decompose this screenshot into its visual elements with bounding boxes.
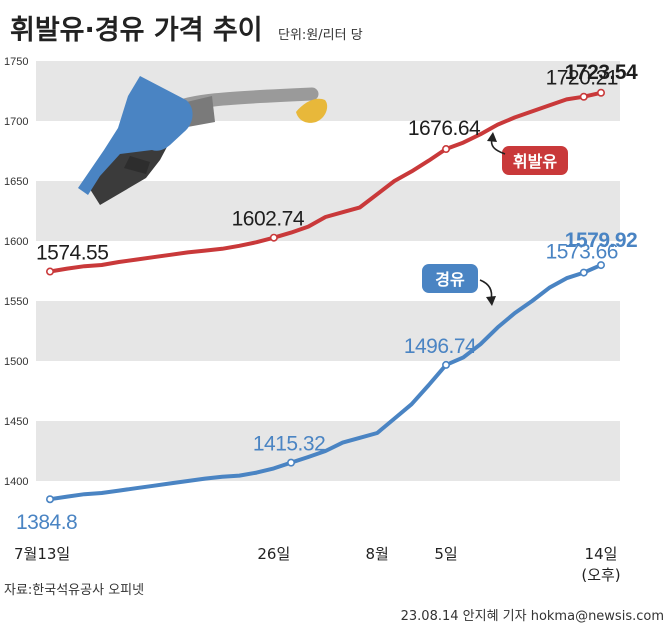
legend-gasoline-badge <box>502 146 568 175</box>
gasoline-data-label: 1602.74 <box>232 208 305 231</box>
series-markers <box>45 88 605 504</box>
gasoline-line <box>48 90 603 274</box>
gasoline-data-label: 1723.54 <box>565 61 638 84</box>
y-tick-label: 1400 <box>4 476 28 488</box>
x-tick-label: 5일 <box>434 545 457 563</box>
gasoline-data-label: 1574.55 <box>36 242 108 265</box>
y-tick-label: 1650 <box>4 176 28 188</box>
gasoline-point <box>579 92 588 101</box>
gasoline-data-label: 1676.64 <box>408 117 481 140</box>
legend-gasoline: 휘발유 <box>487 132 568 175</box>
diesel-data-label: 1384.8 <box>16 511 77 534</box>
chart-title: 휘발유·경유 가격 추이 <box>10 15 263 46</box>
diesel-point <box>45 495 54 504</box>
diesel-line <box>48 263 603 502</box>
x-tick-label: 7월13일 <box>14 545 70 563</box>
x-tick-label: 14일 <box>585 545 618 563</box>
nozzle-body-icon <box>78 76 193 195</box>
gasoline-point <box>45 267 54 276</box>
diesel-point <box>287 458 296 467</box>
source-text: 자료:한국석유공사 오피넷 <box>4 583 144 598</box>
gasoline-point <box>269 233 278 242</box>
legend-diesel: 경유 <box>422 264 496 306</box>
chart-unit: 단위:원/리터 당 <box>278 28 363 43</box>
diesel-data-label: 1579.92 <box>565 229 637 252</box>
gasoline-data-label: 1720.21 <box>546 67 618 90</box>
diesel-data-label: 1415.32 <box>253 433 325 456</box>
diesel-point <box>442 360 451 369</box>
fuel-drop-icon <box>296 98 328 123</box>
fuel-pump-icon <box>78 76 328 205</box>
series-lines <box>48 90 603 502</box>
x-tick-label: 26일 <box>257 545 290 563</box>
legend-diesel-label: 경유 <box>435 270 465 289</box>
legend-diesel-badge <box>422 264 478 293</box>
y-tick-label: 1600 <box>4 236 28 248</box>
legend-gasoline-label: 휘발유 <box>513 152 557 171</box>
diesel-data-label: 1496.74 <box>404 335 477 358</box>
legend-diesel-arrowhead-icon <box>486 296 496 306</box>
x-axis: 7월13일 26일 8월 5일 14일 (오후) <box>14 545 621 584</box>
diesel-point <box>596 261 605 270</box>
y-tick-label: 1500 <box>4 356 28 368</box>
y-tick-label: 1700 <box>4 116 28 128</box>
x-tick-label: (오후) <box>581 566 620 584</box>
x-tick-label: 8월 <box>365 545 388 563</box>
y-tick-label: 1450 <box>4 416 28 428</box>
diesel-data-label: 1573.66 <box>546 241 618 264</box>
gasoline-point <box>596 88 605 97</box>
grid-band <box>36 181 620 241</box>
y-tick-label: 1550 <box>4 296 28 308</box>
trigger-icon <box>124 156 150 174</box>
credit-text: 23.08.14 안지혜 기자 hokma@newsis.com <box>401 609 664 624</box>
y-tick-label: 1750 <box>4 56 28 68</box>
gasoline-point <box>442 145 451 154</box>
grid-band <box>36 301 620 361</box>
diesel-point <box>579 268 588 277</box>
y-axis: 1400 1450 1500 1550 1600 1650 1700 1750 <box>4 56 28 488</box>
legend-gasoline-arrowhead-icon <box>487 132 497 142</box>
